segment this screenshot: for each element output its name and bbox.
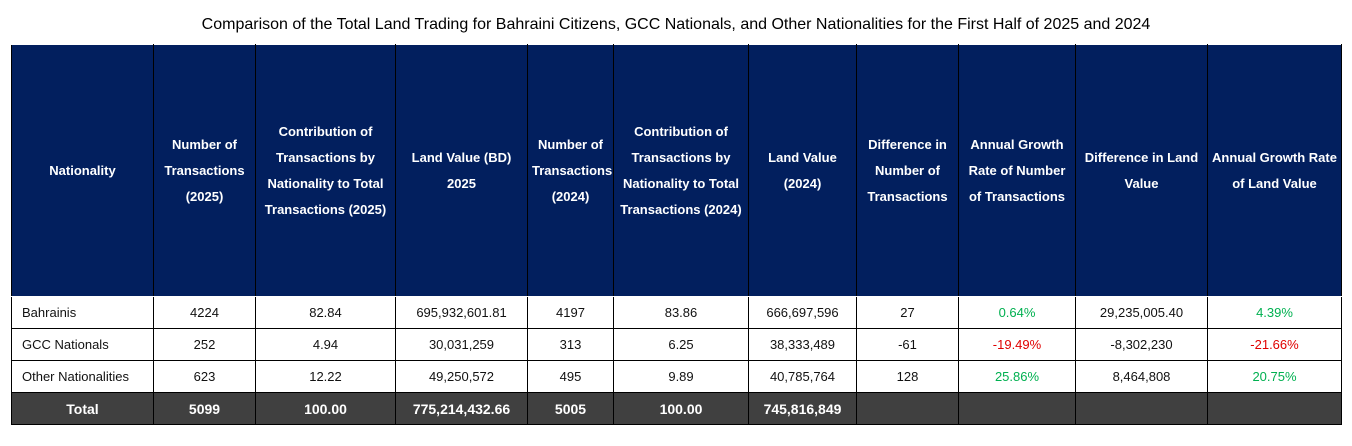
table-cell: -21.66% xyxy=(1207,328,1342,361)
table-title: Comparison of the Total Land Trading for… xyxy=(201,16,1151,33)
nationality-cell: GCC Nationals xyxy=(11,328,154,361)
table-cell: 82.84 xyxy=(255,296,396,329)
column-header: Land Value (2024) xyxy=(748,44,857,297)
total-cell: 5099 xyxy=(153,392,256,425)
table-cell: -61 xyxy=(856,328,959,361)
table-cell: 4197 xyxy=(527,296,614,329)
table-cell: 20.75% xyxy=(1207,360,1342,393)
table-cell: 40,785,764 xyxy=(748,360,857,393)
table-cell: 252 xyxy=(153,328,256,361)
column-header: Number of Transactions (2025) xyxy=(153,44,256,297)
land-trading-table: Nationality Number of Transactions (2025)… xyxy=(11,44,1342,425)
table-cell: 4224 xyxy=(153,296,256,329)
column-header: Difference in Land Value xyxy=(1075,44,1208,297)
table-cell: 666,697,596 xyxy=(748,296,857,329)
table-cell: 6.25 xyxy=(613,328,749,361)
nationality-cell: Bahrainis xyxy=(11,296,154,329)
total-cell: 100.00 xyxy=(613,392,749,425)
total-row: Total 5099 100.00 775,214,432.66 5005 100.00 7… xyxy=(11,392,1342,425)
table-row: Other Nationalities 623 12.22 49,250,572 495… xyxy=(11,360,1342,393)
table-cell: 49,250,572 xyxy=(395,360,528,393)
total-cell: Total xyxy=(11,392,154,425)
table-cell: 25.86% xyxy=(958,360,1076,393)
total-cell: 745,816,849 xyxy=(748,392,857,425)
table-row: Bahrainis 4224 82.84 695,932,601.81 4197 83.8… xyxy=(11,296,1342,329)
table-cell: 695,932,601.81 xyxy=(395,296,528,329)
total-cell xyxy=(1075,392,1208,425)
table-cell: 30,031,259 xyxy=(395,328,528,361)
table-cell: 623 xyxy=(153,360,256,393)
total-cell: 100.00 xyxy=(255,392,396,425)
table-row: GCC Nationals 252 4.94 30,031,259 313 6.25 38,… xyxy=(11,328,1342,361)
column-header: Annual Growth Rate of Number of Transact… xyxy=(958,44,1076,297)
column-header: Land Value (BD) 2025 xyxy=(395,44,528,297)
table-cell: 313 xyxy=(527,328,614,361)
table-cell: 9.89 xyxy=(613,360,749,393)
table-cell: -8,302,230 xyxy=(1075,328,1208,361)
table-cell: 8,464,808 xyxy=(1075,360,1208,393)
table-cell: 27 xyxy=(856,296,959,329)
table-cell: 495 xyxy=(527,360,614,393)
total-cell xyxy=(856,392,959,425)
column-header: Contribution of Transactions by National… xyxy=(613,44,749,297)
table-cell: -19.49% xyxy=(958,328,1076,361)
total-cell: 5005 xyxy=(527,392,614,425)
column-header: Nationality xyxy=(11,44,154,297)
table-cell: 38,333,489 xyxy=(748,328,857,361)
table-cell: 83.86 xyxy=(613,296,749,329)
nationality-cell: Other Nationalities xyxy=(11,360,154,393)
table-cell: 12.22 xyxy=(255,360,396,393)
total-cell xyxy=(958,392,1076,425)
column-header: Number of Transactions (2024) xyxy=(527,44,614,297)
table-cell: 0.64% xyxy=(958,296,1076,329)
header-row: Nationality Number of Transactions (2025)… xyxy=(11,44,1342,297)
column-header: Contribution of Transactions by National… xyxy=(255,44,396,297)
table-cell: 4.94 xyxy=(255,328,396,361)
total-cell: 775,214,432.66 xyxy=(395,392,528,425)
column-header: Annual Growth Rate of Land Value xyxy=(1207,44,1342,297)
table-cell: 128 xyxy=(856,360,959,393)
total-cell xyxy=(1207,392,1342,425)
table-cell: 29,235,005.40 xyxy=(1075,296,1208,329)
table-cell: 4.39% xyxy=(1207,296,1342,329)
column-header: Difference in Number of Transactions xyxy=(856,44,959,297)
